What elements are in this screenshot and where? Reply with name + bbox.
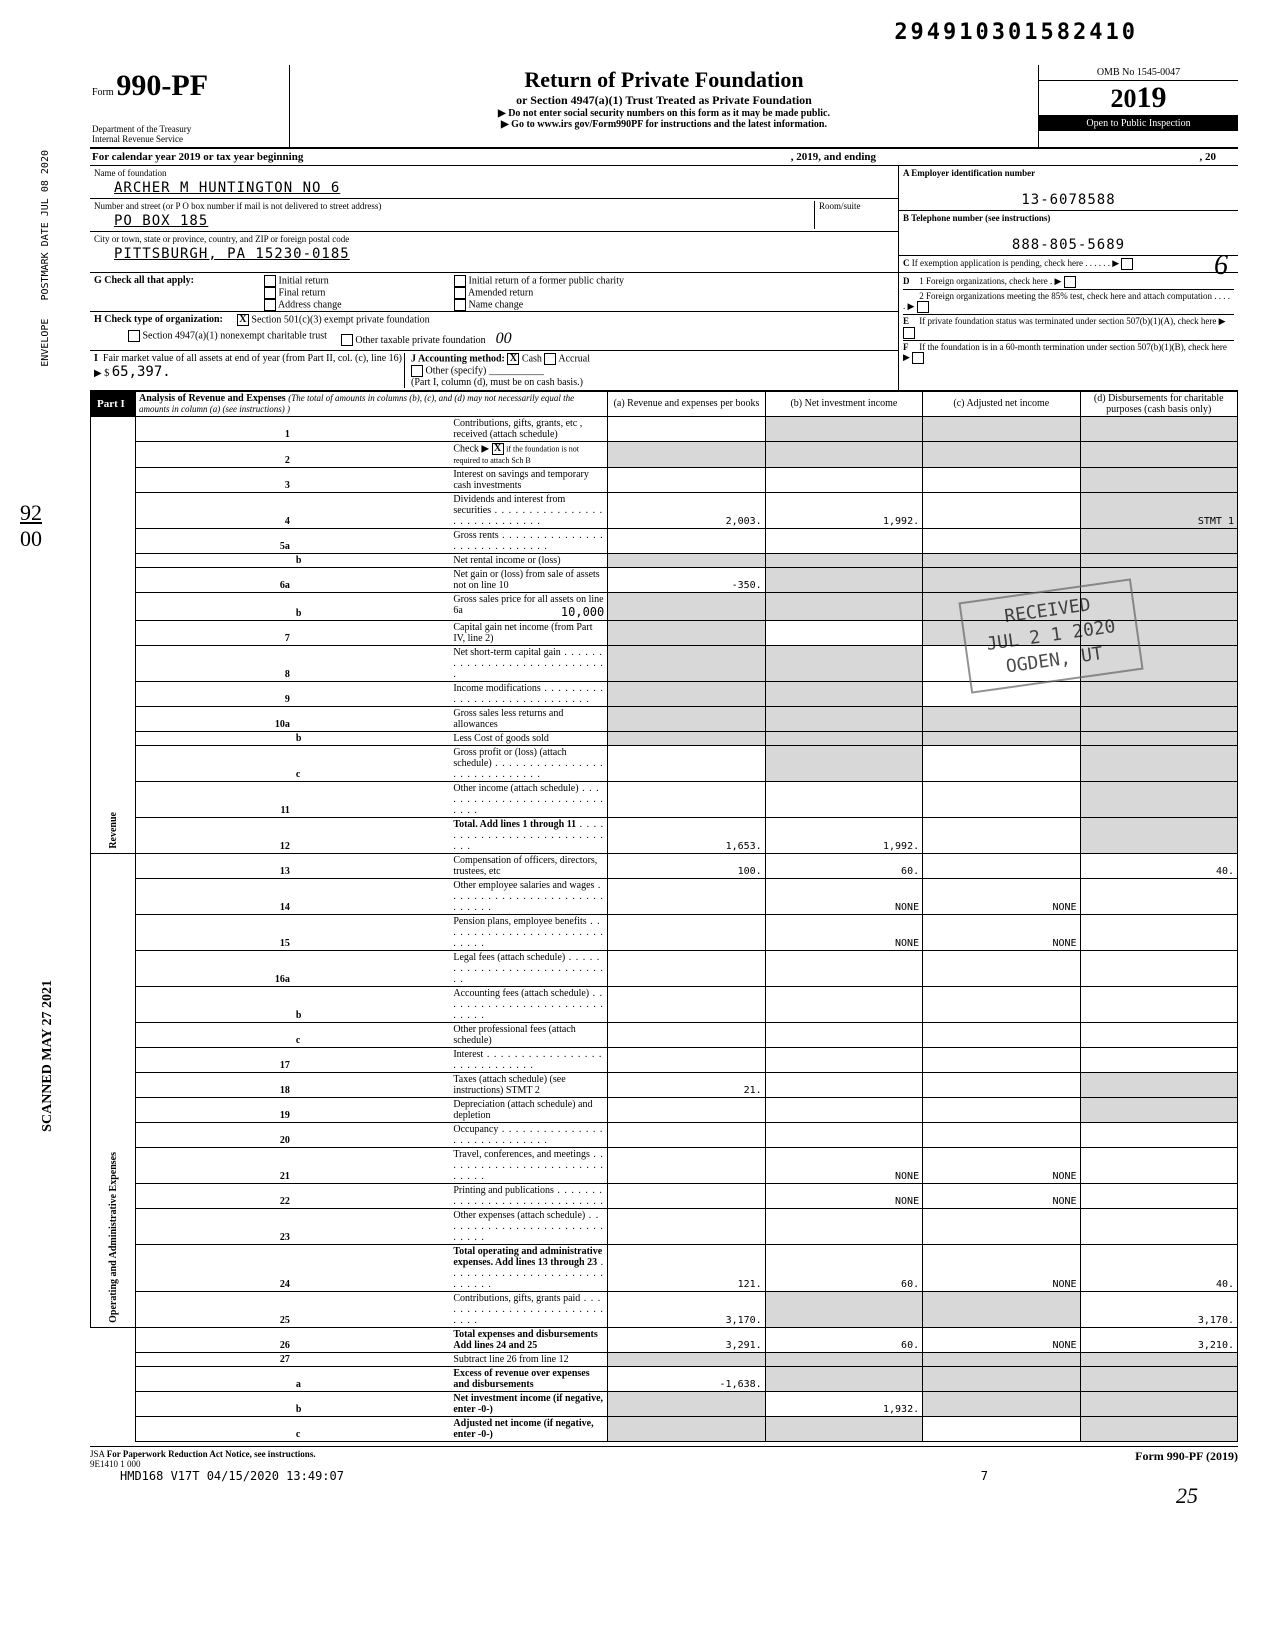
- hand-6: 6: [1214, 250, 1228, 282]
- cb-accrual[interactable]: [544, 353, 556, 365]
- cb-501c3[interactable]: X: [237, 314, 249, 326]
- calendar-row: For calendar year 2019 or tax year begin…: [90, 149, 1238, 166]
- col-c-hdr: (c) Adjusted net income: [923, 391, 1080, 416]
- cb-initial[interactable]: [264, 275, 276, 287]
- cb-amended[interactable]: [454, 287, 466, 299]
- fmv: 65,397.: [112, 364, 171, 380]
- footer: JSA For Paperwork Reduction Act Notice, …: [90, 1446, 1238, 1469]
- dept-irs: Internal Revenue Service: [92, 135, 283, 145]
- form-number: 990-PF: [116, 69, 208, 102]
- part1-hdr: Part I: [91, 391, 136, 416]
- cb-d1[interactable]: [1064, 276, 1076, 288]
- hand-page-25: 25: [90, 1483, 1238, 1509]
- form-id: Form 990-PF (2019): [1135, 1449, 1238, 1469]
- foundation-city: PITTSBURGH, PA 15230-0185: [94, 246, 894, 262]
- year: 2019: [1039, 81, 1238, 116]
- cb-initial-former[interactable]: [454, 275, 466, 287]
- cb-namechg[interactable]: [454, 299, 466, 311]
- name-label: Name of foundation: [94, 168, 166, 178]
- addr-label: Number and street (or P O box number if …: [94, 201, 381, 211]
- open-inspection: Open to Public Inspection: [1039, 116, 1238, 131]
- part1-table: Part I Analysis of Revenue and Expenses …: [90, 391, 1238, 1442]
- ein: 13-6078588: [903, 192, 1234, 208]
- c-label: If exemption application is pending, che…: [912, 258, 1119, 268]
- cash-basis-note: (Part I, column (d), must be on cash bas…: [411, 377, 583, 388]
- dln: 294910301582410: [894, 20, 1138, 45]
- postmark-stamp: ENVELOPE POSTMARK DATE JUL 08 2020: [40, 150, 51, 367]
- ein-label: A Employer identification number: [903, 168, 1035, 178]
- cb-d2[interactable]: [917, 301, 929, 313]
- cb-addr[interactable]: [264, 299, 276, 311]
- info-block: Name of foundation ARCHER M HUNTINGTON N…: [90, 166, 1238, 273]
- tel: 888-805-5689: [903, 237, 1234, 253]
- margin-frac-bot: 00: [20, 526, 42, 552]
- foundation-addr: PO BOX 185: [94, 213, 814, 229]
- cb-final[interactable]: [264, 287, 276, 299]
- form-subtitle: or Section 4947(a)(1) Trust Treated as P…: [296, 93, 1032, 108]
- cb-4947[interactable]: [128, 330, 140, 342]
- cb-other-acct[interactable]: [411, 365, 423, 377]
- omb: OMB No 1545-0047: [1039, 65, 1238, 81]
- g-label: G Check all that apply:: [94, 275, 264, 311]
- cb-other-tax[interactable]: [341, 334, 353, 346]
- h-label: H Check type of organization:: [94, 314, 223, 326]
- margin-frac-top: 92: [20, 500, 42, 526]
- form-title: Return of Private Foundation: [296, 67, 1032, 93]
- footer-stamp: HMD168 V17T 04/15/2020 13:49:07 7: [90, 1469, 1238, 1483]
- col-b-hdr: (b) Net investment income: [765, 391, 922, 416]
- city-label: City or town, state or province, country…: [94, 234, 349, 244]
- checks-block: G Check all that apply: Initial return F…: [90, 273, 1238, 391]
- form-note2: ▶ Go to www.irs gov/Form990PF for instru…: [296, 119, 1032, 130]
- foundation-name: ARCHER M HUNTINGTON NO 6: [94, 180, 894, 196]
- c-checkbox[interactable]: [1121, 258, 1133, 270]
- scanned-stamp: SCANNED MAY 27 2021: [40, 980, 56, 1132]
- form-note1: ▶ Do not enter social security numbers o…: [296, 108, 1032, 119]
- cb-e[interactable]: [903, 327, 915, 339]
- tel-label: B Telephone number (see instructions): [903, 213, 1050, 223]
- form-header: Form 990-PF Department of the Treasury I…: [90, 65, 1238, 149]
- cb-cash[interactable]: X: [507, 353, 519, 365]
- col-d-hdr: (d) Disbursements for charitable purpose…: [1080, 391, 1237, 416]
- room-suite: Room/suite: [814, 201, 894, 229]
- col-a-hdr: (a) Revenue and expenses per books: [608, 391, 765, 416]
- cb-f[interactable]: [912, 352, 924, 364]
- form-prefix: Form: [92, 87, 114, 98]
